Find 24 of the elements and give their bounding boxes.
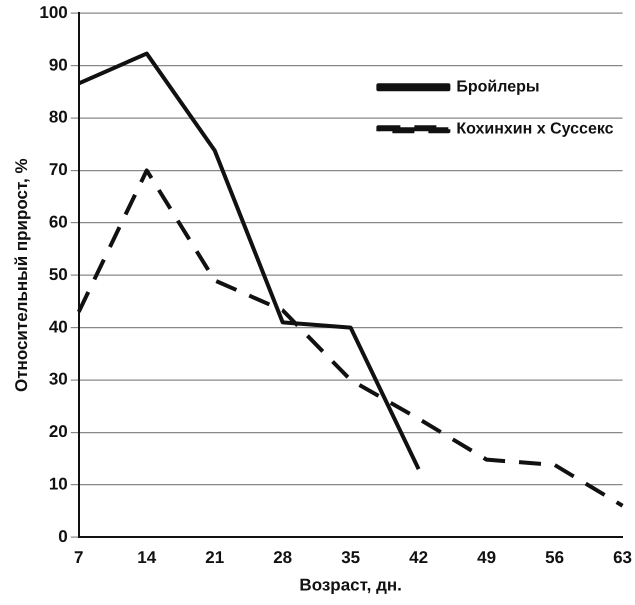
y-axis-title: Относительный прирост, % [12,158,31,392]
y-tick-label: 20 [48,422,68,442]
y-tick-label: 90 [48,55,68,74]
y-tick-label: 60 [48,212,68,232]
x-tick-label: 49 [477,548,496,568]
y-tick-label: 10 [48,474,68,494]
x-tick-label: 42 [409,548,428,568]
y-tick-label: 80 [48,108,68,127]
x-tick-label: 7 [74,548,84,568]
x-tick-label: 21 [205,548,224,568]
y-tick-label: 50 [48,264,68,284]
x-tick-label: 56 [545,548,564,568]
y-tick-label: 70 [48,160,68,180]
y-tick-label: 0 [58,526,68,546]
x-tick-label: 63 [613,548,632,568]
legend-label: Бройлеры [456,78,540,96]
y-tick-label: 100 [39,2,68,22]
x-tick-label: 14 [137,548,157,568]
x-tick-label: 35 [341,548,360,568]
y-tick-label: 40 [48,317,68,336]
x-axis-title: Возраст, дн. [299,575,402,594]
x-tick-label: 28 [273,548,292,568]
legend-label: Кохинхин х Суссекс [456,120,614,138]
y-tick-label: 30 [48,370,68,389]
